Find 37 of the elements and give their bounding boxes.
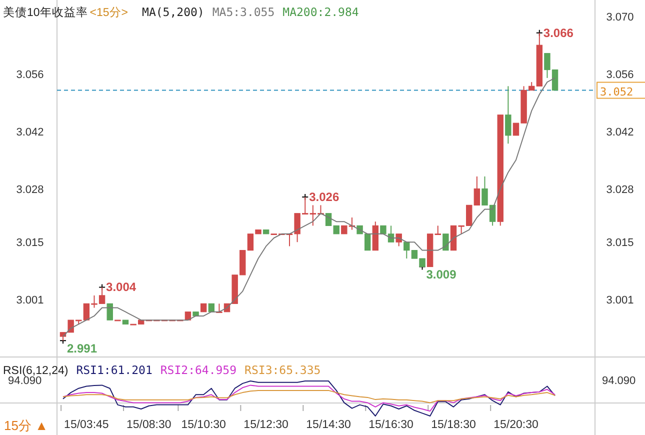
y2-tick-label: 3.056 (606, 68, 634, 81)
chart-title: RSI(6,12,24) (3, 365, 68, 377)
series-label: RSI3:65.335 (244, 363, 321, 377)
x-tick-label: 15/18:30 (431, 419, 476, 431)
text: 15分 ▲ (4, 418, 48, 433)
text: 94.090 (602, 375, 636, 387)
x-tick-label: 15/08:30 (126, 419, 172, 431)
y2-tick-label: 3.015 (606, 237, 634, 250)
y2-tick-label: 3.028 (606, 184, 634, 196)
annotation: 3.009 (426, 268, 457, 282)
annotation: 3.066 (543, 26, 574, 40)
y-tick-label: 3.001 (16, 294, 44, 307)
annotation: 2.991 (67, 342, 98, 356)
x-tick-label: 15/20:30 (494, 419, 538, 431)
y-tick-label: 3.042 (16, 126, 44, 138)
y2-tick-label: 3.070 (606, 11, 634, 24)
x-tick-label: 15/16:30 (368, 419, 414, 431)
text: 美债10年收益率 (3, 5, 88, 19)
x-tick-label: 15/12:30 (244, 419, 288, 431)
x-tick-label: 15/14:30 (306, 419, 351, 431)
series-label: RSI1:61.201 (76, 363, 152, 377)
text: <15分> (90, 6, 128, 19)
ref-line-label: 3.052 (600, 85, 634, 98)
annotation: 3.026 (309, 190, 340, 204)
x-tick-label: 15/03:45 (64, 419, 109, 431)
y-tick-label: 3.056 (16, 68, 44, 81)
text: MA5:3.055 (212, 5, 275, 19)
annotation: MA(5,200) (142, 5, 204, 19)
annotation: 3.004 (106, 280, 136, 294)
series-label: RSI2:64.959 (160, 363, 237, 377)
y2-tick-label: 3.042 (606, 126, 634, 138)
text: 94.090 (8, 375, 42, 387)
y-tick-label: 3.028 (16, 184, 44, 196)
y-tick-label: 3.015 (16, 237, 44, 250)
annotation: MA200:2.984 (282, 5, 359, 19)
y2-tick-label: 3.001 (606, 294, 634, 307)
x-tick-label: 15/10:30 (181, 419, 226, 431)
